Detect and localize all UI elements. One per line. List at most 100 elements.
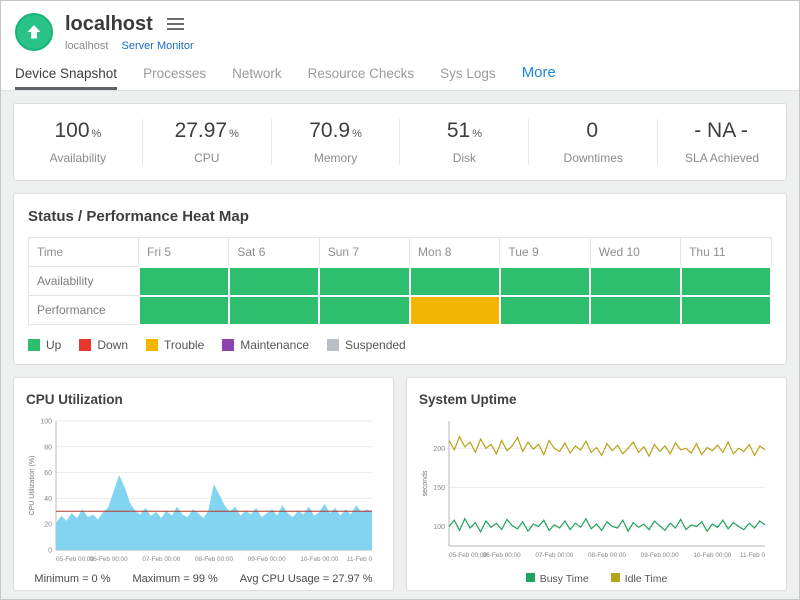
hamburger-menu-icon[interactable] [166, 18, 184, 30]
cpu-max-text: Maximum = 99 % [132, 572, 218, 585]
heatmap-cell [408, 265, 501, 297]
busy-time-swatch-icon [525, 572, 535, 582]
legend-item-up: Up [28, 338, 61, 352]
heatmap-col-header: Wed 10 [589, 237, 682, 267]
stat-availability: 100% Availability [14, 119, 143, 165]
heatmap-cell [137, 265, 230, 297]
cpu-min-text: Minimum = 0 % [34, 572, 111, 585]
system-uptime-card: System Uptime 100 150 200 05-Feb 00:00 06-Fe… [406, 376, 787, 591]
heatmap-performance-row: Performance [28, 294, 773, 326]
heatmap-col-header: Fri 5 [137, 237, 230, 267]
page-header: localhost localhost Server Monitor Devic… [1, 1, 799, 91]
tab-sys-logs[interactable]: Sys Logs [440, 66, 496, 81]
cpu-avg-text: Avg CPU Usage = 27.97 % [239, 572, 373, 585]
svg-text:60: 60 [44, 470, 52, 477]
svg-text:20: 20 [44, 521, 52, 528]
legend-item-idle-time: Idle Time [610, 572, 667, 585]
tab-processes[interactable]: Processes [143, 66, 207, 81]
svg-text:10-Feb 00:00: 10-Feb 00:00 [300, 556, 338, 563]
heatmap-col-header: Tue 9 [499, 237, 591, 267]
charts-row: CPU Utilization 0 20 40 60 80 100 05-Feb 00:00… [13, 376, 787, 591]
svg-text:seconds: seconds [422, 469, 429, 496]
suspended-swatch-icon [327, 338, 339, 351]
page-title: localhost [65, 13, 153, 35]
stat-sla: - NA - SLA Achieved [685, 119, 760, 165]
heatmap-cell [679, 265, 773, 297]
heatmap-header-row: Time Fri 5 Sat 6 Sun 7 Mon 8 Tue 9 Wed 1… [28, 237, 772, 267]
summary-stats-card: 100% Availability 27.97% CPU 70.9% Memor… [13, 103, 787, 181]
cpu-summary: Minimum = 0 % Maximum = 99 % Avg CPU Usa… [26, 573, 381, 585]
svg-text:06-Feb 00:00: 06-Feb 00:00 [483, 552, 521, 559]
down-swatch-icon [79, 338, 92, 351]
heatmap-cell [137, 294, 230, 326]
heatmap-cell [408, 294, 501, 326]
heatmap-row-label: Performance [28, 295, 139, 325]
svg-text:CPU Utilization (%): CPU Utilization (%) [29, 455, 36, 515]
svg-text:200: 200 [433, 445, 445, 452]
up-swatch-icon [28, 338, 40, 351]
heatmap-cell [498, 294, 592, 326]
svg-text:09-Feb 00:00: 09-Feb 00:00 [248, 556, 286, 563]
availability-value: 100 [54, 119, 90, 142]
heatmap-title: Status / Performance Heat Map [28, 208, 249, 225]
svg-text:0: 0 [48, 547, 52, 554]
stat-downtimes: 0 Downtimes [529, 119, 659, 165]
disk-value: 51 [446, 119, 471, 142]
memory-value: 70.9 [309, 119, 351, 142]
svg-text:11-Feb 0: 11-Feb 0 [347, 556, 373, 563]
server-monitor-link[interactable]: Server Monitor [121, 40, 194, 52]
tab-network[interactable]: Network [232, 66, 282, 81]
cpu-value: 27.97 [174, 119, 228, 142]
breadcrumb: localhost Server Monitor [65, 40, 194, 52]
device-status-up-icon [15, 13, 53, 51]
stat-memory: 70.9% Memory [272, 119, 401, 165]
legend-item-trouble: Trouble [146, 338, 204, 352]
heatmap-legend: Up Down Trouble Maintenance Suspended [28, 338, 772, 352]
svg-text:06-Feb 00:00: 06-Feb 00:00 [90, 556, 128, 563]
system-uptime-chart: 100 150 200 05-Feb 00:00 06-Feb 00:00 07-Feb … [419, 415, 774, 561]
heatmap-cell [679, 294, 773, 326]
heatmap-card: Status / Performance Heat Map Time Fri 5… [13, 193, 787, 365]
svg-text:100: 100 [433, 523, 445, 530]
heatmap-cell [227, 265, 321, 297]
svg-text:05-Feb 00:00: 05-Feb 00:00 [449, 552, 487, 559]
legend-item-down: Down [79, 338, 128, 352]
svg-text:40: 40 [44, 495, 52, 502]
heatmap-row-label: Availability [28, 266, 139, 296]
svg-text:05-Feb 00:00: 05-Feb 00:00 [56, 556, 94, 563]
heatmap-cell [227, 294, 321, 326]
heatmap-availability-row: Availability [28, 265, 773, 297]
uptime-chart-title: System Uptime [419, 391, 517, 407]
heatmap-cell [589, 265, 682, 297]
heatmap-col-header: Sat 6 [228, 237, 320, 267]
cpu-utilization-card: CPU Utilization 0 20 40 60 80 100 05-Feb 00:00… [13, 376, 394, 591]
legend-item-busy-time: Busy Time [525, 572, 589, 585]
svg-text:11-Feb 0: 11-Feb 0 [740, 552, 766, 559]
svg-text:100: 100 [40, 418, 52, 425]
heatmap-col-header: Sun 7 [318, 237, 411, 267]
heatmap-table: Time Fri 5 Sat 6 Sun 7 Mon 8 Tue 9 Wed 1… [28, 237, 773, 326]
heatmap-cell [498, 265, 592, 297]
tab-resource-checks[interactable]: Resource Checks [307, 66, 415, 81]
breadcrumb-device: localhost [65, 40, 109, 52]
stat-disk: 51% Disk [400, 119, 530, 165]
svg-text:07-Feb 00:00: 07-Feb 00:00 [142, 556, 180, 563]
uptime-legend: Busy Time Idle Time [419, 572, 774, 585]
trouble-swatch-icon [146, 338, 159, 351]
heatmap-cell [318, 294, 411, 326]
heatmap-col-header: Thu 11 [680, 237, 772, 267]
svg-text:09-Feb 00:00: 09-Feb 00:00 [641, 552, 679, 559]
tab-bar: Device Snapshot Processes Network Resour… [1, 52, 799, 91]
svg-text:07-Feb 00:00: 07-Feb 00:00 [535, 552, 573, 559]
svg-text:80: 80 [44, 444, 52, 451]
svg-text:10-Feb 00:00: 10-Feb 00:00 [693, 552, 731, 559]
maintenance-swatch-icon [222, 338, 235, 351]
svg-text:08-Feb 00:00: 08-Feb 00:00 [588, 552, 626, 559]
cpu-chart-title: CPU Utilization [26, 391, 123, 407]
cpu-utilization-chart: 0 20 40 60 80 100 05-Feb 00:00 06-Feb 00:00 07-F… [26, 415, 381, 565]
heatmap-cell [318, 265, 411, 297]
legend-item-maintenance: Maintenance [222, 338, 309, 352]
svg-text:08-Feb 00:00: 08-Feb 00:00 [195, 556, 233, 563]
tab-device-snapshot[interactable]: Device Snapshot [15, 66, 118, 90]
tab-more[interactable]: More [521, 64, 556, 81]
